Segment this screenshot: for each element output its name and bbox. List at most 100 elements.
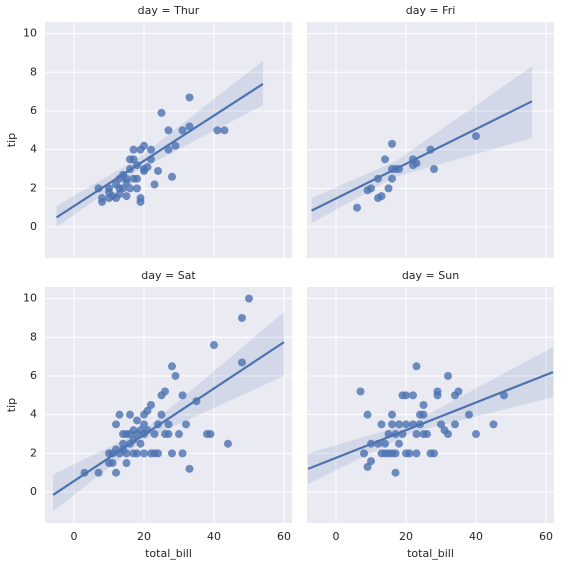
point — [136, 439, 145, 448]
plot-area — [52, 294, 285, 512]
y-tick-label: 8 — [30, 65, 37, 78]
point — [412, 159, 421, 168]
point — [112, 420, 121, 429]
point — [185, 464, 194, 473]
point — [164, 420, 173, 429]
point — [464, 410, 473, 419]
plot-area — [311, 66, 533, 224]
x-axis-label: total_bill — [407, 547, 454, 560]
x-tick-label: 60 — [277, 530, 291, 543]
point — [433, 387, 442, 396]
y-tick-label: 6 — [30, 369, 37, 382]
point — [140, 165, 149, 174]
point — [443, 430, 452, 439]
point — [150, 430, 159, 439]
point — [244, 294, 253, 303]
point — [94, 468, 103, 477]
confidence-band — [308, 346, 553, 485]
x-tick-label: 40 — [469, 530, 483, 543]
point — [178, 391, 187, 400]
point — [377, 192, 386, 201]
point — [454, 387, 463, 396]
point — [213, 126, 222, 135]
point — [353, 203, 362, 212]
point — [223, 439, 232, 448]
point — [388, 410, 397, 419]
plot-background — [45, 22, 292, 258]
point — [356, 387, 365, 396]
point — [105, 184, 114, 193]
point — [140, 449, 149, 458]
point — [171, 371, 180, 380]
point — [412, 362, 421, 371]
facet-title: day = Fri — [406, 4, 456, 17]
point — [419, 410, 428, 419]
point — [363, 410, 372, 419]
point — [136, 194, 145, 203]
y-tick-label: 10 — [23, 292, 37, 305]
point — [489, 420, 498, 429]
point — [402, 391, 411, 400]
point — [381, 439, 390, 448]
facet-title: day = Thur — [138, 4, 200, 17]
y-tick-label: 8 — [30, 330, 37, 343]
point — [388, 139, 397, 148]
point — [119, 430, 128, 439]
point — [384, 184, 393, 193]
point — [405, 449, 414, 458]
point — [409, 391, 418, 400]
x-tick-label: 20 — [137, 530, 151, 543]
point — [161, 387, 170, 396]
point — [154, 449, 163, 458]
x-tick-label: 60 — [539, 530, 553, 543]
point — [133, 174, 142, 183]
point — [443, 371, 452, 380]
point — [112, 194, 121, 203]
y-tick-label: 4 — [30, 143, 37, 156]
point — [388, 174, 397, 183]
plot-background — [307, 287, 554, 523]
point — [133, 449, 142, 458]
point — [395, 420, 404, 429]
point — [360, 449, 369, 458]
plot-background — [45, 287, 292, 523]
point — [171, 141, 180, 150]
y-tick-label: 2 — [30, 446, 37, 459]
regression-line — [311, 100, 533, 212]
point — [220, 126, 229, 135]
y-tick-label: 0 — [30, 220, 37, 233]
point — [412, 449, 421, 458]
point — [129, 145, 138, 154]
point — [164, 126, 173, 135]
point — [178, 449, 187, 458]
x-axis-label: total_bill — [145, 547, 192, 560]
point — [237, 358, 246, 367]
point — [185, 93, 194, 102]
point — [115, 184, 124, 193]
point — [429, 165, 438, 174]
point — [436, 420, 445, 429]
point — [157, 108, 166, 117]
point — [112, 468, 121, 477]
point — [119, 439, 128, 448]
point — [108, 459, 117, 468]
point — [122, 192, 131, 201]
x-tick-label: 40 — [207, 530, 221, 543]
point — [391, 449, 400, 458]
plot-background — [307, 22, 554, 258]
point — [367, 184, 376, 193]
y-tick-label: 10 — [23, 27, 37, 40]
point — [143, 406, 152, 415]
point — [174, 430, 183, 439]
x-tick-label: 0 — [333, 530, 340, 543]
point — [412, 430, 421, 439]
point — [209, 341, 218, 350]
point — [363, 462, 372, 471]
point — [167, 449, 176, 458]
y-tick-label: 6 — [30, 104, 37, 117]
point — [164, 145, 173, 154]
y-axis-label: tip — [5, 398, 18, 412]
point — [167, 362, 176, 371]
point — [450, 420, 459, 429]
